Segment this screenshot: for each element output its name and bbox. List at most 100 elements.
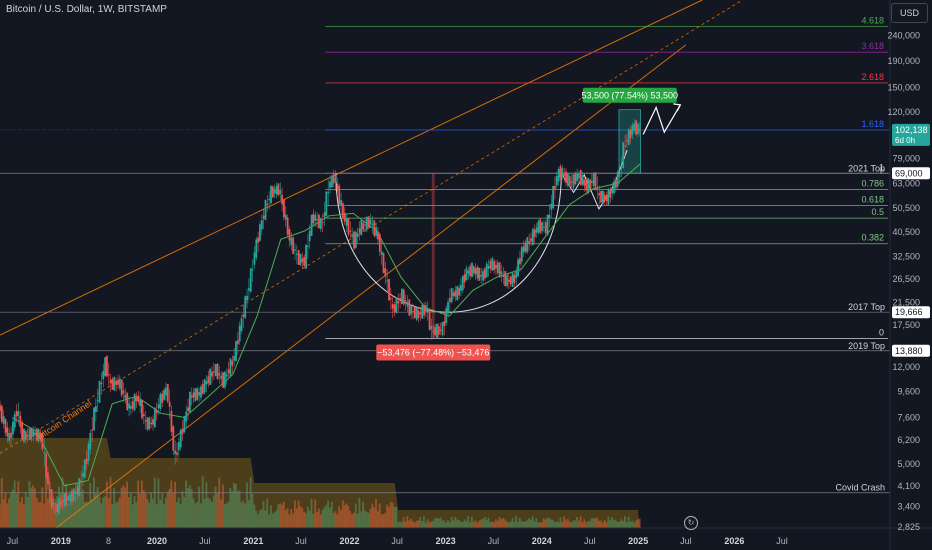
volume-bar: [131, 504, 134, 528]
candle-body: [347, 218, 350, 235]
candle-body: [417, 310, 420, 319]
x-tick-label: 2024: [532, 536, 552, 546]
volume-bar: [290, 508, 293, 528]
candle: [517, 257, 519, 277]
volume-bar: [417, 520, 420, 528]
volume-bar: [592, 518, 595, 528]
volume-bar: [28, 481, 31, 528]
candle: [330, 175, 333, 188]
candle-body: [314, 214, 317, 221]
candle-body: [450, 288, 453, 303]
candle: [382, 252, 385, 274]
candle-body: [266, 203, 269, 205]
candle: [495, 260, 497, 276]
candle-body: [428, 309, 431, 330]
volume-bar: [576, 517, 578, 528]
currency-button[interactable]: USD: [891, 3, 928, 23]
x-tick-label: Jul: [391, 536, 403, 546]
candle: [541, 221, 543, 235]
candle-body: [613, 181, 615, 194]
volume-bar: [45, 476, 47, 528]
volume-bar: [358, 498, 361, 528]
candle-body: [598, 193, 601, 196]
candle: [563, 167, 566, 183]
candle: [100, 372, 103, 395]
candle-body: [635, 120, 637, 135]
candle: [35, 428, 38, 442]
candle-body: [316, 219, 319, 221]
candle: [78, 477, 81, 497]
candle: [491, 256, 494, 271]
candle: [96, 388, 99, 413]
candle: [111, 376, 114, 390]
candle-body: [388, 278, 390, 301]
volume-bar: [120, 487, 123, 528]
fib-level-label: 3.618: [861, 41, 884, 51]
candle-body: [142, 414, 145, 417]
volume-bar: [487, 517, 490, 528]
candle-body: [528, 241, 531, 244]
candle-body: [248, 288, 250, 291]
candle-body: [30, 427, 33, 440]
volume-bar: [424, 522, 427, 528]
volume-bar: [96, 487, 99, 528]
candle: [299, 253, 302, 267]
volume-bar: [601, 522, 604, 528]
volume-bar: [393, 506, 396, 528]
candle-body: [284, 214, 287, 220]
candle: [535, 223, 538, 238]
volume-bar: [41, 487, 44, 528]
candle-body: [373, 220, 376, 236]
candle: [413, 305, 416, 319]
candle-body: [102, 370, 105, 380]
volume-bar: [618, 521, 621, 528]
volume-bar: [249, 477, 252, 528]
volume-bar: [491, 521, 494, 528]
volume-bar: [565, 520, 567, 528]
candle-body: [522, 246, 525, 253]
volume-bar: [22, 504, 25, 528]
candle: [572, 174, 575, 190]
x-tick-label: 8: [106, 536, 111, 546]
candle-body: [163, 390, 165, 400]
candle: [301, 252, 304, 269]
candle-body: [439, 329, 442, 331]
candle-body: [201, 384, 204, 394]
candle-body: [329, 181, 331, 188]
volume-bar: [48, 481, 51, 528]
volume-bar: [152, 498, 154, 528]
candle: [170, 405, 173, 437]
candle: [200, 384, 202, 401]
candle: [279, 182, 282, 201]
candle: [85, 450, 88, 470]
candle: [207, 370, 210, 388]
candle: [430, 318, 433, 340]
x-tick-label: Jul: [776, 536, 788, 546]
volume-bar: [257, 514, 259, 528]
candle-body: [295, 253, 298, 255]
candle-body: [21, 421, 24, 440]
candle-body: [356, 233, 359, 237]
volume-bar: [360, 511, 363, 528]
replay-icon[interactable]: ↻: [684, 516, 698, 530]
candle: [334, 170, 337, 191]
volume-bar: [229, 488, 232, 528]
y-tick-label: 7,600: [897, 412, 920, 422]
candle: [329, 175, 331, 194]
candle: [546, 214, 549, 236]
candle-body: [476, 267, 479, 279]
candle: [189, 391, 191, 413]
candle-body: [71, 491, 73, 503]
volume-bar: [546, 517, 549, 528]
candle: [493, 259, 496, 274]
volume-bar: [459, 521, 462, 528]
candle: [59, 494, 62, 510]
candle-body: [638, 128, 641, 131]
candle: [122, 382, 125, 402]
level-label: 2017 Top: [848, 302, 885, 312]
candle: [432, 324, 435, 339]
volume-bar: [585, 522, 588, 528]
candle-body: [0, 406, 3, 422]
candle-body: [404, 300, 407, 302]
